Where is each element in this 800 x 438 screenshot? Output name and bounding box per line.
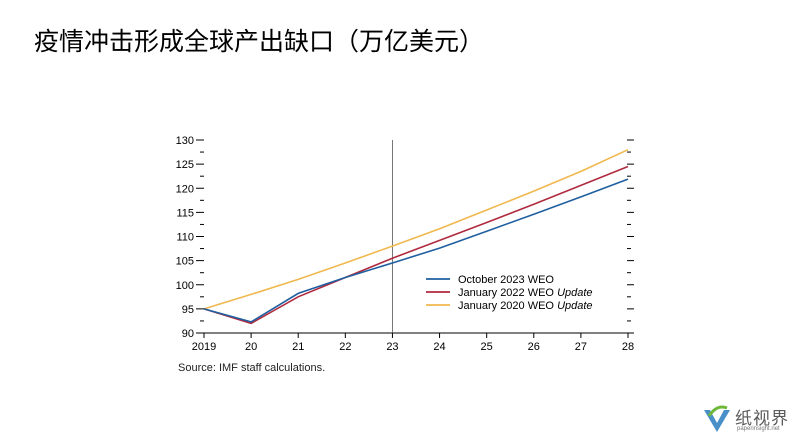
legend-label: January 2022 WEO Update — [458, 287, 593, 299]
y-tick-label: 100 — [176, 280, 194, 292]
logo-mark-icon — [704, 405, 730, 432]
y-tick-label: 125 — [176, 159, 194, 171]
y-tick-label: 95 — [182, 304, 194, 316]
x-tick-label: 21 — [292, 341, 304, 353]
x-tick-label: 27 — [575, 341, 587, 353]
y-tick-label: 115 — [176, 207, 194, 219]
x-tick-label: 23 — [386, 341, 398, 353]
y-tick-label: 130 — [176, 135, 194, 147]
y-tick-label: 120 — [176, 183, 194, 195]
slide-title: 疫情冲击形成全球产出缺口（万亿美元） — [34, 27, 485, 56]
x-tick-label: 2019 — [192, 341, 216, 353]
legend-label: January 2020 WEO Update — [458, 300, 593, 312]
y-tick-label: 110 — [176, 232, 194, 244]
logo-subtext: paperinsight.net — [737, 426, 780, 432]
legend-label: October 2023 WEO — [458, 274, 554, 286]
site-logo: 纸视界 paperinsight.net — [700, 402, 798, 438]
y-tick-label: 105 — [176, 256, 194, 268]
x-tick-label: 26 — [528, 341, 540, 353]
series-line — [203, 148, 629, 310]
x-tick-label: 20 — [245, 341, 257, 353]
x-tick-label: 22 — [339, 341, 351, 353]
x-tick-label: 25 — [481, 341, 493, 353]
series-line — [203, 178, 629, 323]
chart-series — [203, 148, 629, 325]
series-line — [203, 165, 629, 325]
logo-text: 纸视界 — [735, 409, 789, 429]
chart-axes: 90 95 100 105 110 115 120 125 130 2019 20 21 22 23 24 2… — [176, 135, 634, 353]
x-tick-label: 24 — [433, 341, 445, 353]
y-tick-label: 90 — [182, 328, 194, 340]
x-tick-label: 28 — [622, 341, 634, 353]
source-note: Source: IMF staff calculations. — [178, 362, 326, 374]
